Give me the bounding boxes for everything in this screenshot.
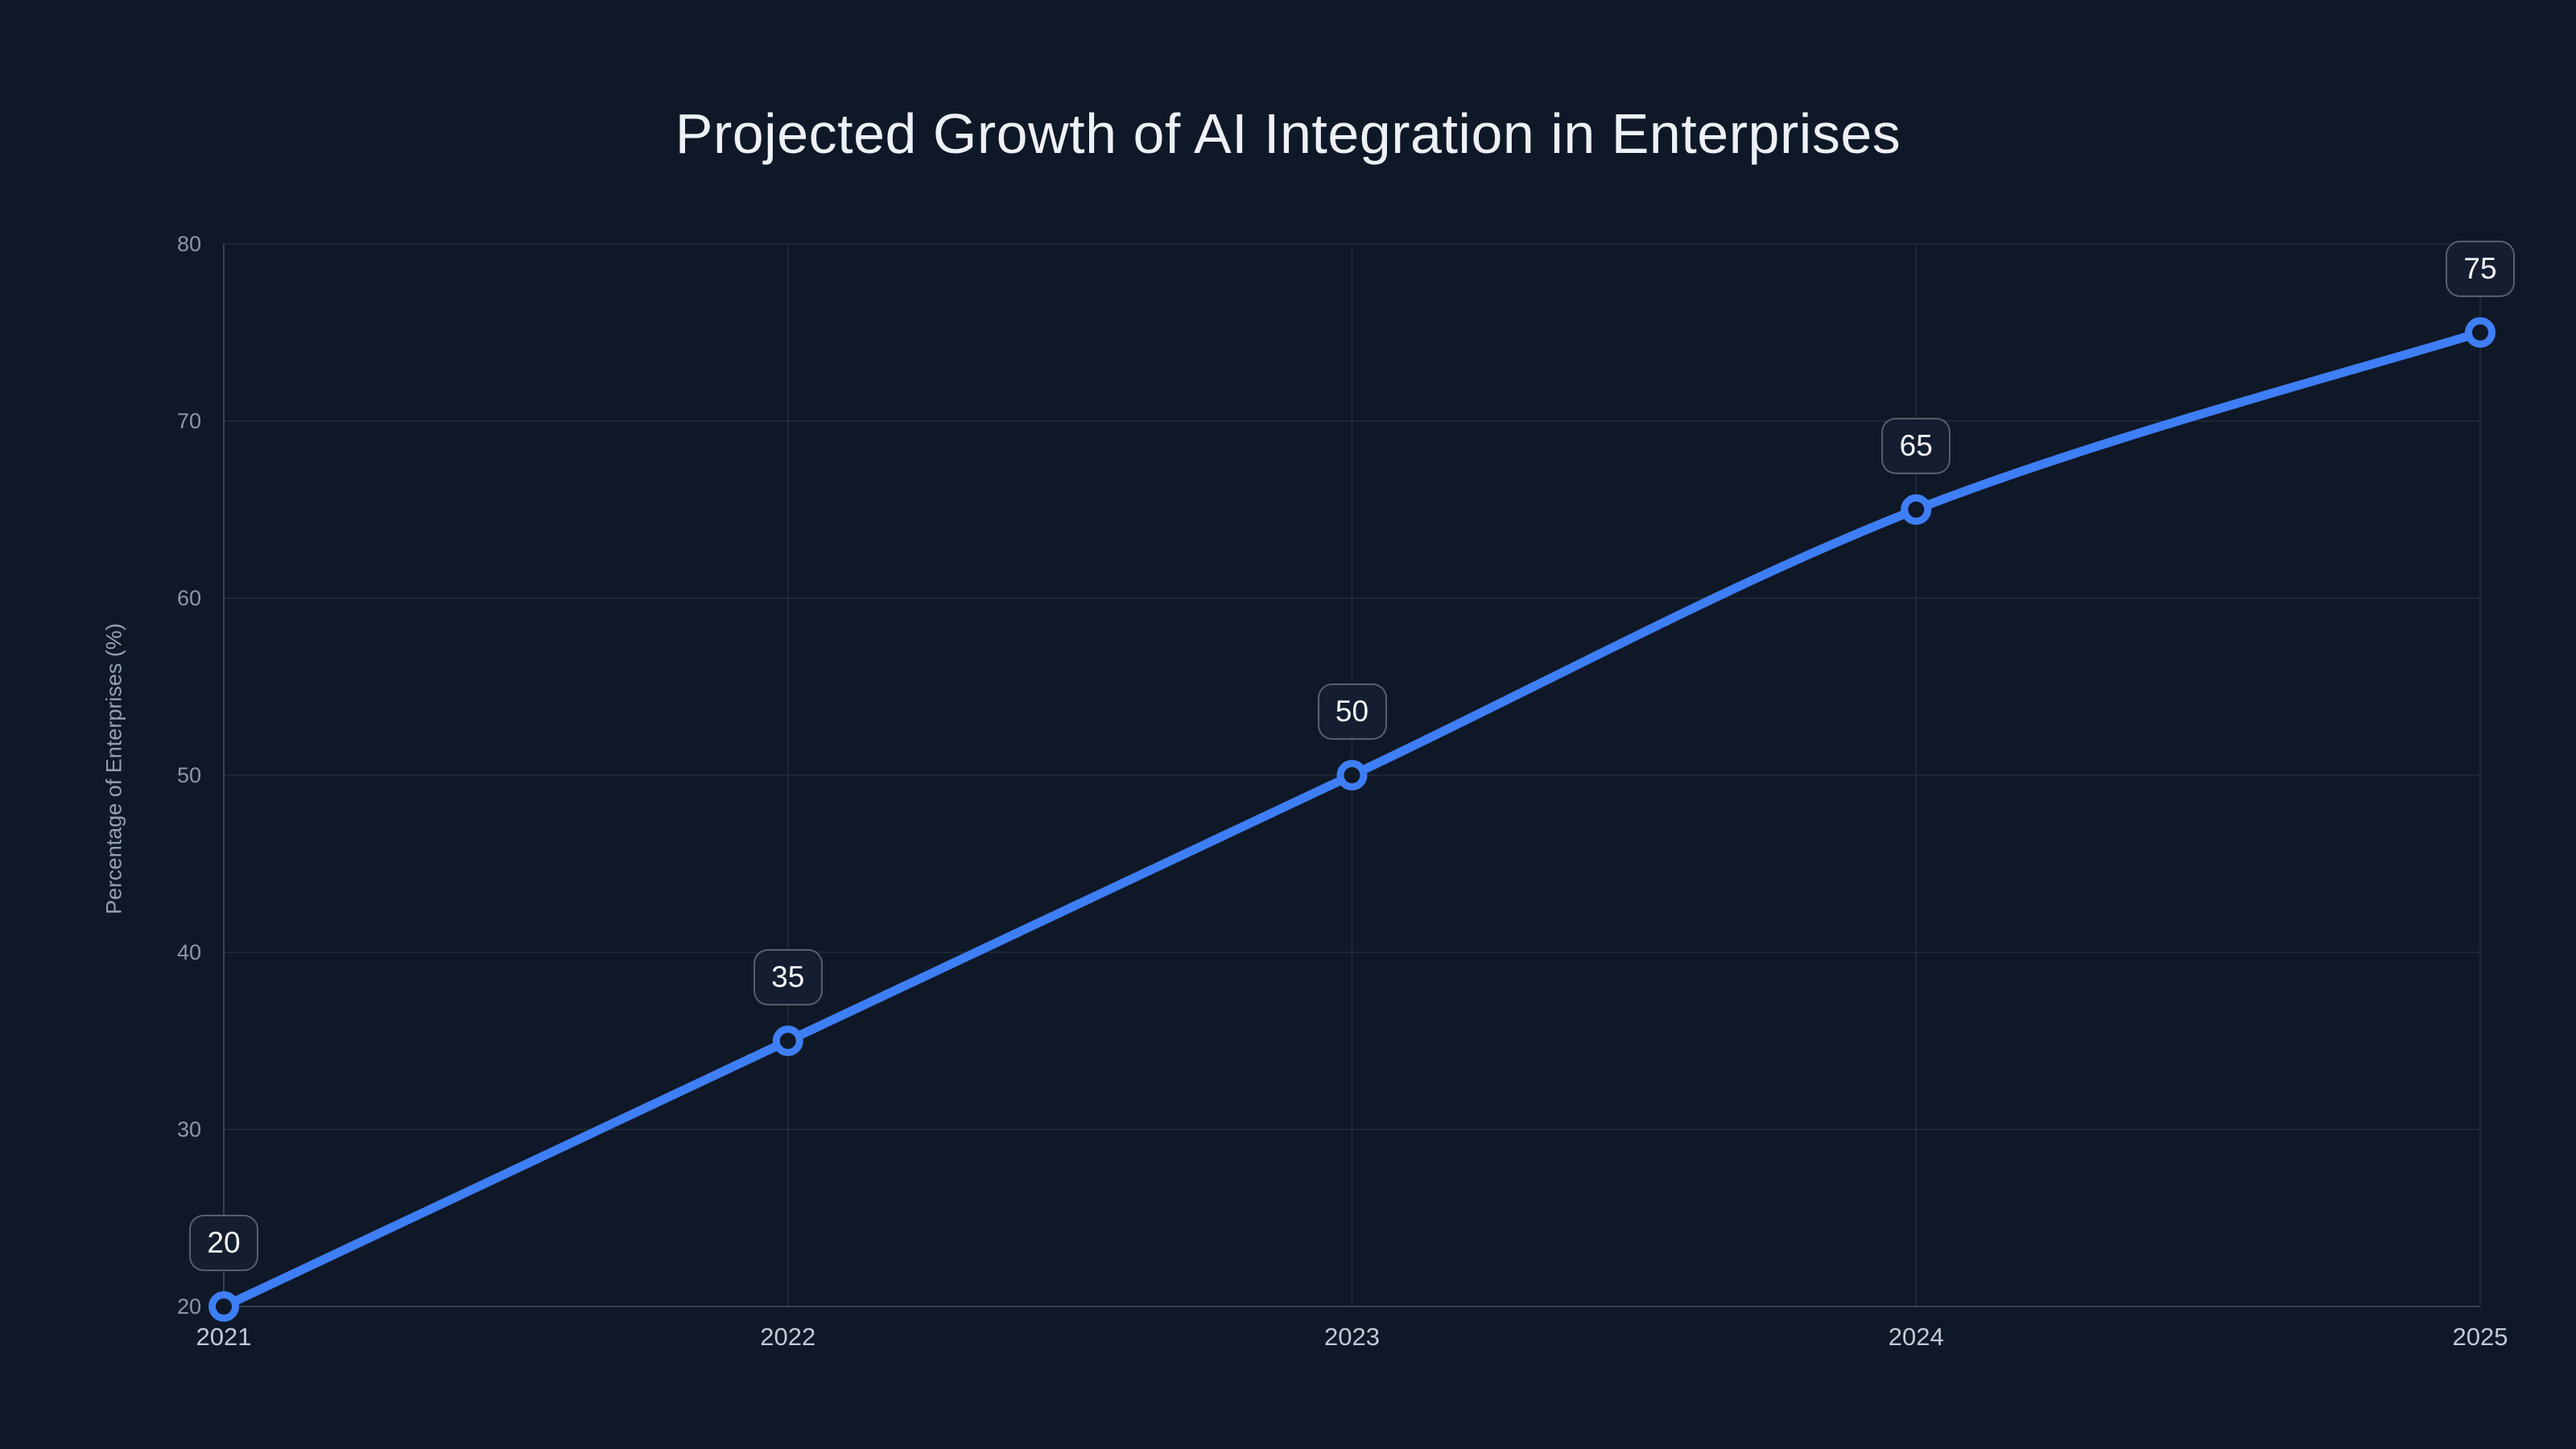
data-point-marker[interactable] (772, 1026, 803, 1056)
y-tick-label: 80 (176, 232, 201, 256)
data-point-label: 35 (753, 949, 823, 1005)
y-tick-label: 60 (176, 586, 201, 610)
data-point-marker[interactable] (208, 1291, 239, 1322)
data-point-marker[interactable] (1901, 494, 1932, 525)
data-point-marker[interactable] (1336, 760, 1368, 791)
x-tick-label: 2023 (1324, 1323, 1380, 1351)
y-tick-label: 30 (176, 1117, 201, 1141)
chart-title: Projected Growth of AI Integration in En… (675, 102, 1901, 165)
data-point-label: 20 (189, 1215, 258, 1271)
data-point-label: 50 (1317, 683, 1387, 740)
y-tick-label: 40 (176, 940, 201, 964)
data-point-label: 65 (1881, 418, 1951, 474)
y-tick-label: 50 (176, 763, 201, 787)
y-tick-label: 20 (176, 1294, 201, 1319)
x-tick-label: 2022 (760, 1323, 816, 1351)
y-tick-label: 70 (176, 409, 201, 433)
data-point-marker[interactable] (2465, 317, 2496, 348)
x-tick-label: 2025 (2452, 1323, 2508, 1351)
data-point-label: 75 (2446, 241, 2515, 297)
x-tick-label: 2024 (1888, 1323, 1944, 1351)
x-tick-label: 2021 (196, 1323, 252, 1351)
